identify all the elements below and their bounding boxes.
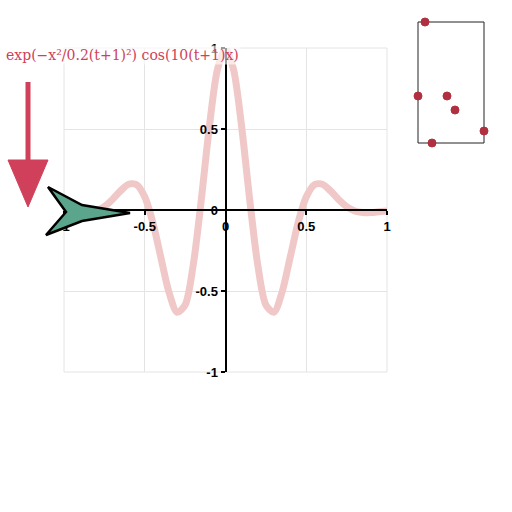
- svg-text:1: 1: [383, 219, 390, 234]
- svg-text:-1: -1: [206, 365, 218, 380]
- svg-text:0.5: 0.5: [297, 219, 315, 234]
- svg-text:-0.5: -0.5: [134, 219, 156, 234]
- svg-text:0: 0: [222, 219, 229, 234]
- svg-text:exp(−x²/0.2(t+1)²) cos(10(t+1): exp(−x²/0.2(t+1)²) cos(10(t+1)x): [6, 47, 239, 63]
- svg-text:1: 1: [211, 41, 218, 56]
- svg-text:0.5: 0.5: [200, 122, 218, 137]
- svg-text:-1: -1: [58, 219, 70, 234]
- svg-text:-0.5: -0.5: [195, 284, 217, 299]
- svg-text:0: 0: [211, 203, 218, 218]
